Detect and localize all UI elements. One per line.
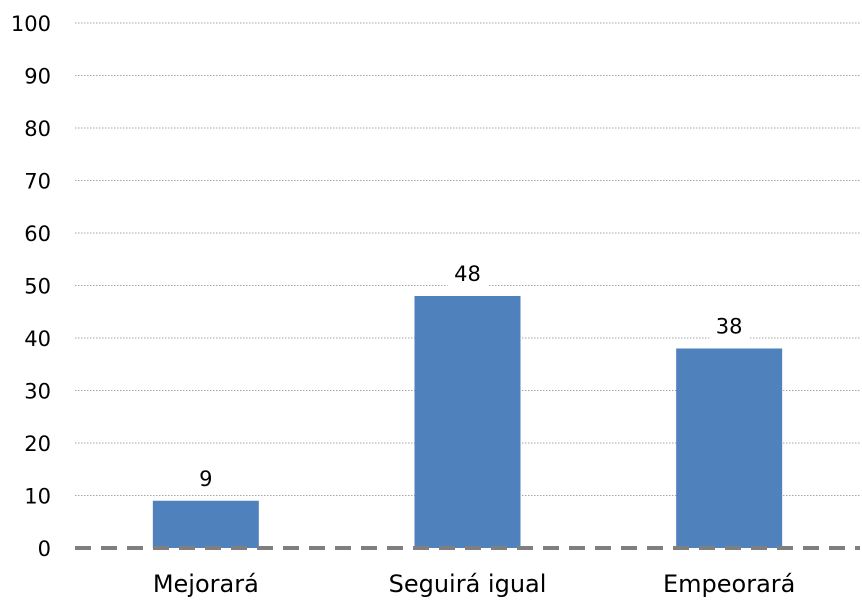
y-tick-label-100: 100	[11, 12, 51, 36]
data-labels: 9 48 38	[192, 258, 750, 495]
y-tick-label-40: 40	[24, 327, 51, 351]
bars	[152, 296, 783, 548]
bar-3	[676, 348, 783, 548]
y-tick-label-30: 30	[24, 380, 51, 404]
y-tick-label-10: 10	[24, 485, 51, 509]
category-label-2: Seguirá igual	[389, 570, 547, 598]
category-label-3: Empeorará	[663, 570, 795, 598]
data-label-1: 9	[199, 467, 212, 491]
y-tick-label-90: 90	[24, 65, 51, 89]
bar-1	[152, 500, 259, 548]
y-tick-label-50: 50	[24, 275, 51, 299]
y-tick-label-80: 80	[24, 117, 51, 141]
category-label-1: Mejorará	[153, 570, 259, 598]
data-label-background-1	[192, 462, 219, 495]
x-axis-category-labels: Mejorará Seguirá igual Empeorará	[153, 570, 796, 598]
bar-2	[414, 296, 521, 548]
data-label-background-2	[447, 258, 488, 290]
data-label-background-3	[709, 310, 750, 343]
y-tick-label-20: 20	[24, 432, 51, 456]
y-axis-tick-labels: 0 10 20 30 40 50 60 70 80 90 100	[11, 12, 51, 561]
y-tick-label-70: 70	[24, 170, 51, 194]
y-tick-label-0: 0	[38, 537, 51, 561]
y-tick-label-60: 60	[24, 222, 51, 246]
data-label-2: 48	[454, 262, 481, 286]
data-label-3: 38	[716, 315, 743, 339]
